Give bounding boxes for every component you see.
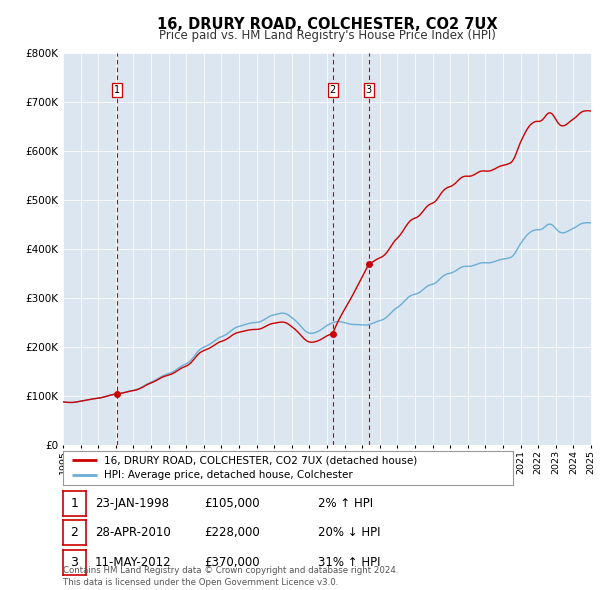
Text: 2: 2 [70, 526, 79, 539]
Text: 16, DRURY ROAD, COLCHESTER, CO2 7UX (detached house): 16, DRURY ROAD, COLCHESTER, CO2 7UX (det… [104, 455, 417, 466]
Text: HPI: Average price, detached house, Colchester: HPI: Average price, detached house, Colc… [104, 470, 352, 480]
Text: 2% ↑ HPI: 2% ↑ HPI [318, 497, 373, 510]
Text: £228,000: £228,000 [204, 526, 260, 539]
Text: 3: 3 [365, 86, 371, 96]
Text: Contains HM Land Registry data © Crown copyright and database right 2024.
This d: Contains HM Land Registry data © Crown c… [63, 566, 398, 587]
Text: 11-MAY-2012: 11-MAY-2012 [95, 556, 172, 569]
Text: 28-APR-2010: 28-APR-2010 [95, 526, 170, 539]
Text: 31% ↑ HPI: 31% ↑ HPI [318, 556, 380, 569]
Text: 2: 2 [329, 86, 336, 96]
Text: 1: 1 [114, 86, 120, 96]
Text: £105,000: £105,000 [204, 497, 260, 510]
Text: 20% ↓ HPI: 20% ↓ HPI [318, 526, 380, 539]
Text: 1: 1 [70, 497, 79, 510]
Text: £370,000: £370,000 [204, 556, 260, 569]
Text: 3: 3 [70, 556, 79, 569]
Text: Price paid vs. HM Land Registry's House Price Index (HPI): Price paid vs. HM Land Registry's House … [158, 30, 496, 42]
Text: 23-JAN-1998: 23-JAN-1998 [95, 497, 169, 510]
Text: 16, DRURY ROAD, COLCHESTER, CO2 7UX: 16, DRURY ROAD, COLCHESTER, CO2 7UX [157, 17, 497, 31]
